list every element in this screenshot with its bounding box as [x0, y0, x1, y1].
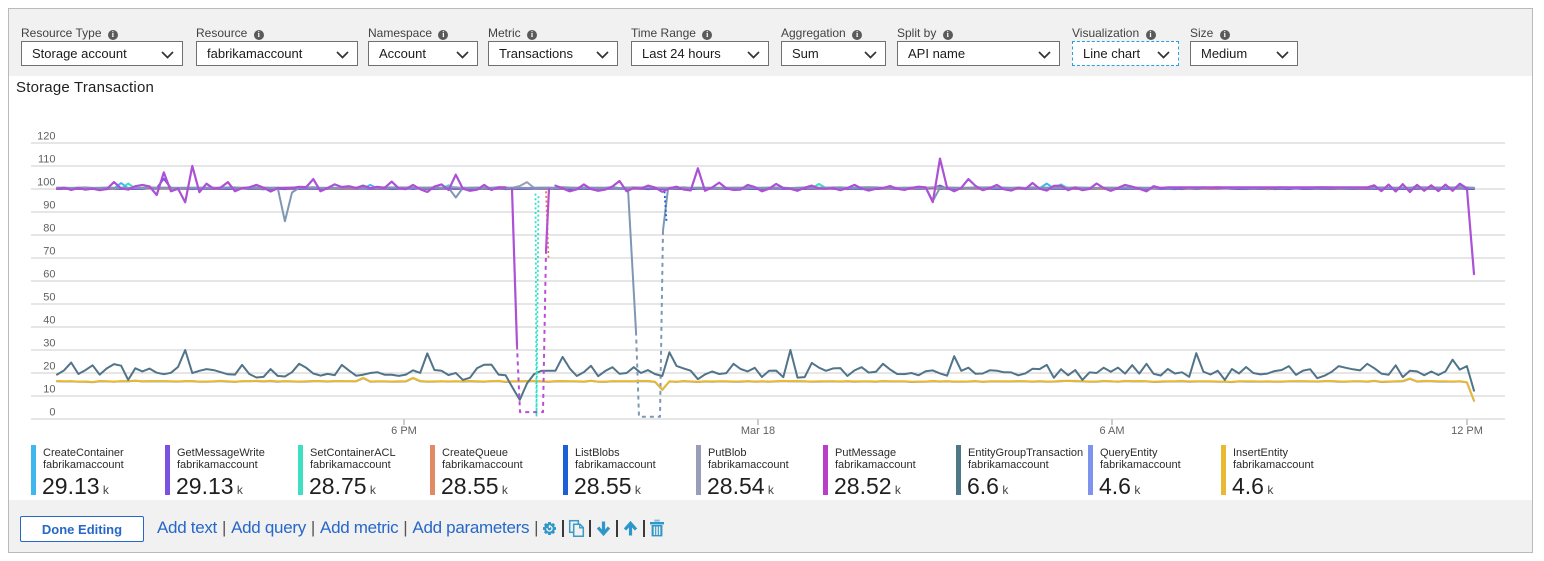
svg-text:6 PM: 6 PM	[391, 425, 417, 437]
svg-text:20: 20	[43, 361, 55, 373]
svg-text:120: 120	[37, 131, 55, 143]
svg-text:6 AM: 6 AM	[1099, 425, 1124, 437]
svg-text:70: 70	[43, 246, 55, 258]
svg-text:100: 100	[37, 177, 55, 189]
svg-text:60: 60	[43, 269, 55, 281]
svg-text:Mar 18: Mar 18	[741, 425, 775, 437]
svg-text:50: 50	[43, 292, 55, 304]
svg-text:40: 40	[43, 315, 55, 327]
svg-text:110: 110	[38, 154, 56, 166]
svg-text:0: 0	[49, 407, 55, 419]
svg-text:10: 10	[43, 384, 55, 396]
svg-text:90: 90	[43, 200, 55, 212]
svg-text:12 PM: 12 PM	[1451, 425, 1483, 437]
svg-text:80: 80	[43, 223, 55, 235]
svg-text:30: 30	[43, 338, 55, 350]
